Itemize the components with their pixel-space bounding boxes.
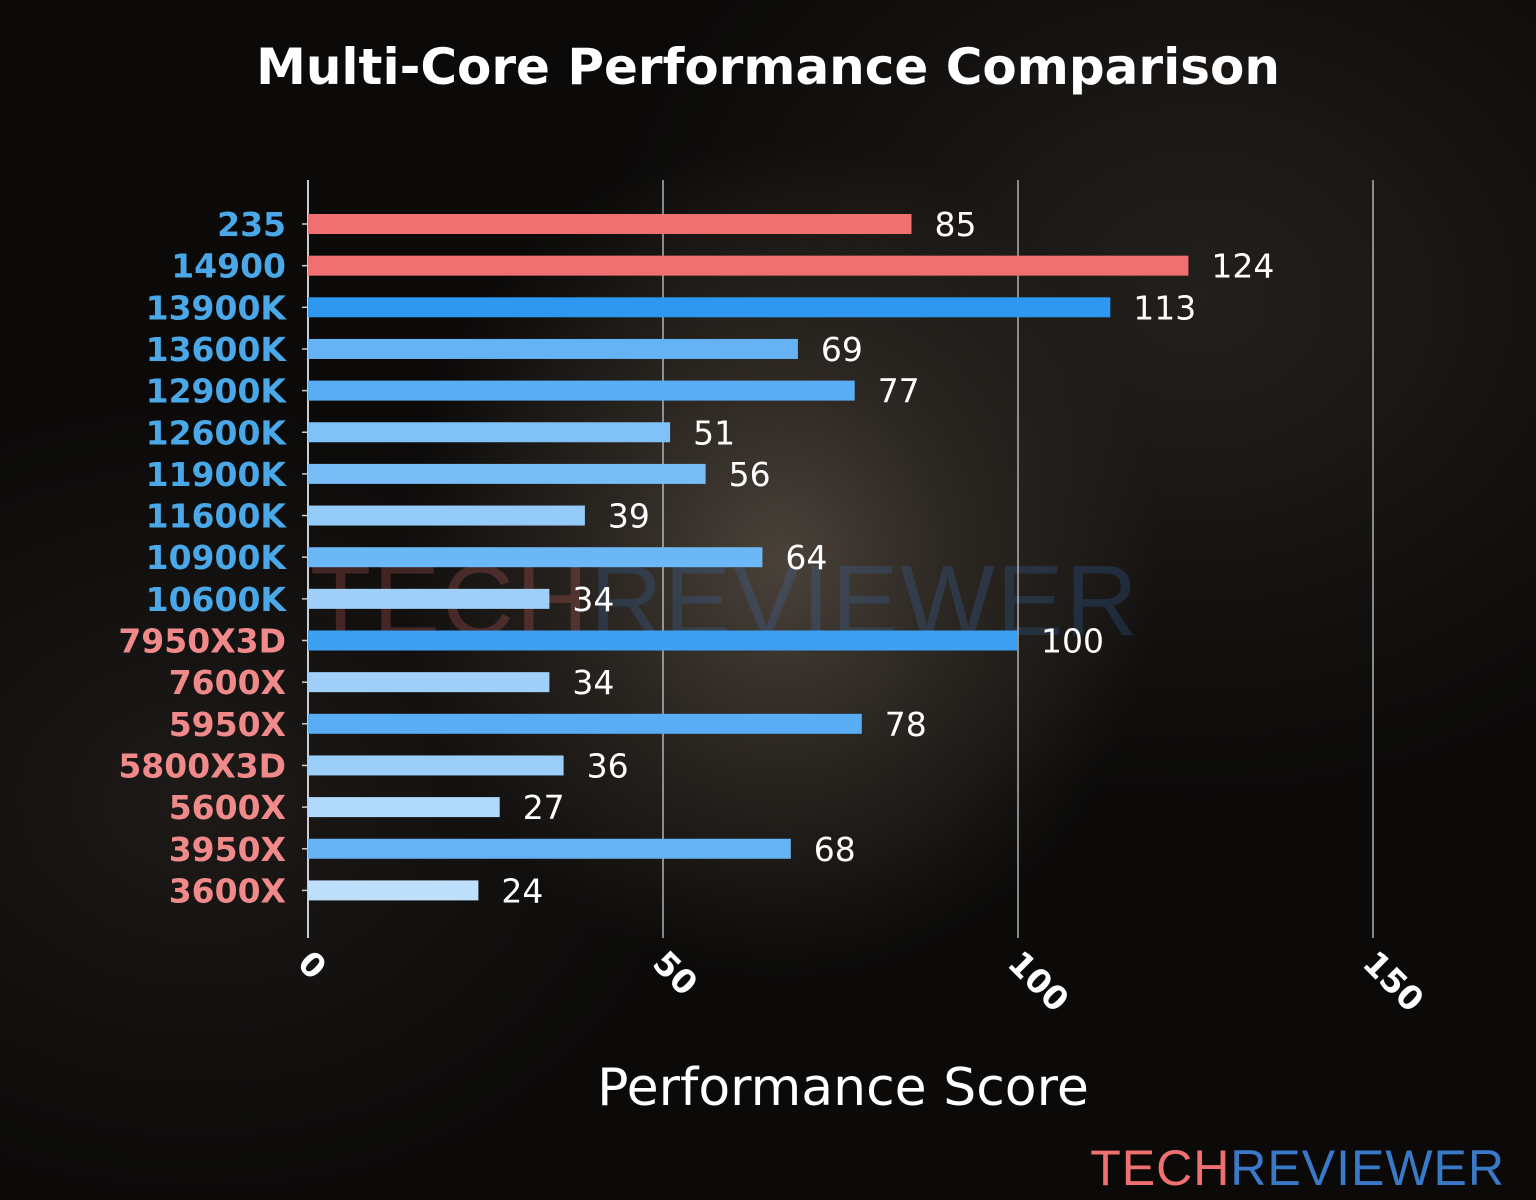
bar bbox=[308, 338, 798, 359]
category-label: 3600X bbox=[169, 871, 286, 910]
bar bbox=[308, 672, 550, 693]
category-label: 10900K bbox=[146, 538, 288, 577]
category-label: 7950X3D bbox=[118, 622, 286, 661]
x-tick-label: 50 bbox=[645, 943, 705, 1003]
bar bbox=[308, 422, 671, 443]
bar bbox=[308, 255, 1189, 276]
category-label: 12600K bbox=[146, 413, 288, 452]
value-label: 34 bbox=[572, 580, 614, 619]
category-label: 14900 bbox=[171, 247, 286, 286]
bar bbox=[308, 380, 855, 401]
category-label: 11900K bbox=[146, 455, 288, 494]
value-label: 77 bbox=[878, 372, 920, 411]
value-label: 113 bbox=[1133, 288, 1196, 327]
category-label: 5950X bbox=[169, 705, 286, 744]
techreviewer-logo: TECHREVIEWER bbox=[1090, 1140, 1505, 1196]
bar bbox=[308, 505, 585, 526]
bar bbox=[308, 797, 500, 818]
value-label: 64 bbox=[785, 538, 827, 577]
category-label: 13600K bbox=[146, 330, 288, 369]
value-label: 124 bbox=[1211, 247, 1274, 286]
bar bbox=[308, 713, 862, 734]
value-label: 34 bbox=[572, 663, 614, 702]
bar bbox=[308, 547, 763, 568]
bar bbox=[308, 630, 1018, 651]
value-label: 27 bbox=[523, 788, 565, 827]
category-label: 5600X bbox=[169, 788, 286, 827]
bar bbox=[308, 880, 479, 901]
category-label: 3950X bbox=[169, 830, 286, 869]
value-label: 69 bbox=[821, 330, 863, 369]
value-label: 68 bbox=[814, 830, 856, 869]
value-label: 100 bbox=[1041, 622, 1104, 661]
chart-title: Multi-Core Performance Comparison bbox=[256, 38, 1280, 96]
bar bbox=[308, 463, 706, 484]
value-label: 51 bbox=[693, 413, 735, 452]
value-label: 36 bbox=[587, 746, 629, 785]
value-label: 78 bbox=[885, 705, 927, 744]
x-tick-label: 100 bbox=[1000, 943, 1076, 1019]
x-tick-label: 150 bbox=[1355, 943, 1431, 1019]
category-label: 5800X3D bbox=[118, 746, 286, 785]
x-tick-label: 0 bbox=[290, 943, 334, 987]
bar bbox=[308, 755, 564, 776]
bar bbox=[308, 297, 1111, 318]
category-label: 12900K bbox=[146, 372, 288, 411]
x-axis-label: Performance Score bbox=[597, 1058, 1089, 1118]
category-label: 235 bbox=[217, 205, 286, 244]
bar bbox=[308, 838, 791, 859]
category-label: 7600X bbox=[169, 663, 286, 702]
bar bbox=[308, 588, 550, 609]
category-label: 11600K bbox=[146, 497, 288, 536]
value-label: 24 bbox=[501, 871, 543, 910]
category-label: 10600K bbox=[146, 580, 288, 619]
category-label: 13900K bbox=[146, 288, 288, 327]
value-label: 85 bbox=[935, 205, 977, 244]
value-label: 39 bbox=[608, 497, 650, 536]
value-label: 56 bbox=[729, 455, 771, 494]
bar bbox=[308, 214, 912, 234]
